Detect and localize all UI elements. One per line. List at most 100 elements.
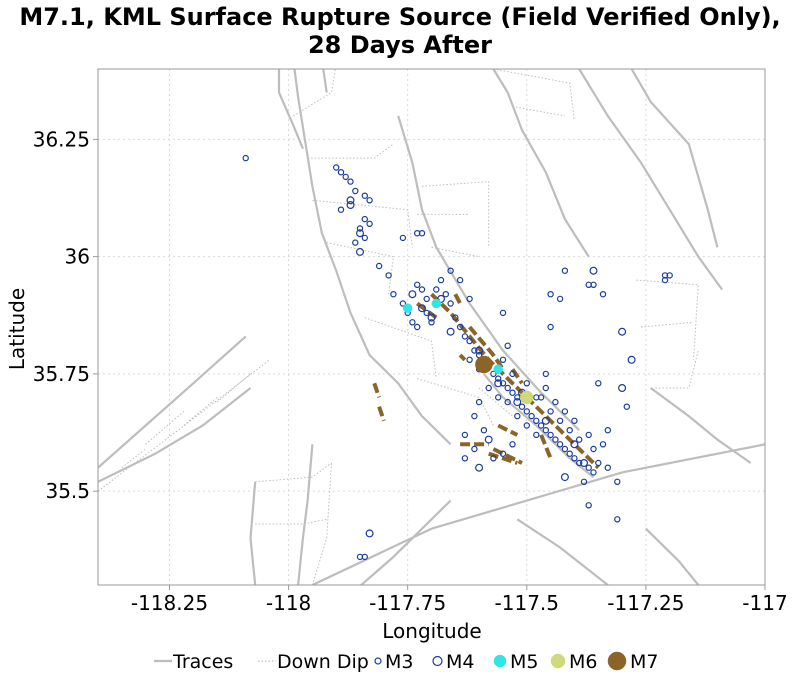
event-m3 — [452, 314, 459, 321]
event-m4 — [618, 384, 627, 393]
event-m3 — [366, 220, 373, 227]
legend-item-m7: M7 — [607, 651, 658, 673]
event-m3 — [590, 469, 597, 476]
down-dip-line — [655, 350, 699, 389]
event-m3 — [566, 427, 573, 434]
event-m3 — [414, 281, 421, 288]
x-tick-label: -117.75 — [369, 591, 446, 615]
event-m3 — [390, 291, 397, 298]
event-m3 — [347, 178, 354, 185]
event-m3 — [552, 398, 559, 406]
legend-label: M5 — [510, 651, 538, 673]
event-m3 — [456, 276, 464, 284]
event-m3 — [571, 417, 578, 424]
event-m3 — [595, 380, 602, 387]
event-m7 — [475, 355, 493, 374]
trace-line — [630, 69, 719, 248]
event-m3 — [571, 455, 578, 462]
down-dip-line — [255, 462, 332, 483]
plot-area — [98, 69, 765, 585]
plot-border — [97, 68, 766, 586]
down-dip-line — [421, 181, 490, 248]
trace-line — [311, 443, 765, 585]
y-tick-label: 36 — [65, 245, 90, 269]
event-m3 — [523, 380, 531, 387]
event-m3 — [337, 206, 345, 213]
event-m3 — [466, 356, 473, 363]
event-m4 — [494, 379, 503, 388]
event-m3 — [490, 370, 497, 378]
event-m3 — [590, 445, 597, 453]
trace-line — [359, 499, 452, 585]
down-dip-line — [255, 518, 327, 525]
event-m3 — [552, 436, 559, 443]
event-m4 — [346, 196, 355, 205]
event-m3 — [595, 459, 602, 467]
event-m3 — [423, 309, 430, 317]
trace-line — [277, 69, 304, 150]
down-dip-line — [636, 279, 699, 360]
down-dip-line — [183, 397, 218, 426]
x-axis-ticks: -118.25 -118 -117.75 -117.5 -117.25 -117 — [131, 585, 788, 615]
event-m5 — [402, 303, 413, 313]
event-m3 — [614, 516, 621, 523]
event-m3 — [514, 412, 521, 420]
x-axis-label: Longitude — [382, 619, 481, 643]
event-m3 — [547, 323, 554, 331]
rupture-segment — [377, 406, 386, 422]
event-m3 — [561, 445, 569, 453]
event-m4 — [513, 398, 522, 407]
event-m3 — [561, 267, 569, 274]
y-axis-label: Latitude — [5, 288, 29, 370]
event-m3 — [475, 398, 483, 406]
legend-item-m3: M3 — [374, 651, 413, 673]
event-m4 — [408, 290, 417, 299]
down-dip-line — [417, 378, 494, 426]
chart-title-line2: 28 Days After — [308, 31, 492, 59]
event-m3 — [461, 431, 469, 439]
legend-label: M6 — [569, 651, 597, 673]
event-m3 — [533, 431, 540, 439]
down-dip-line — [121, 448, 146, 469]
event-m3 — [666, 272, 673, 279]
down-dip-line — [307, 143, 394, 159]
y-tick-label: 35.75 — [33, 362, 90, 386]
rupture-segment — [453, 293, 462, 305]
event-m3 — [499, 450, 507, 457]
legend-label: M3 — [385, 651, 413, 673]
legend-item-down-dip: Down Dip — [258, 651, 369, 673]
event-m3 — [442, 291, 449, 298]
legend-label: Down Dip — [277, 651, 369, 673]
event-m3 — [504, 342, 511, 349]
event-m4 — [356, 247, 365, 256]
trace-line — [516, 518, 609, 585]
event-m3 — [361, 215, 368, 223]
event-m3 — [423, 295, 430, 303]
event-m3 — [495, 394, 502, 401]
event-m3 — [542, 370, 550, 378]
trace-line — [397, 115, 580, 431]
grid — [98, 69, 765, 585]
event-m4 — [579, 459, 588, 468]
event-m3 — [585, 464, 592, 471]
event-m3 — [566, 450, 573, 457]
event-m3 — [361, 553, 368, 561]
legend-label: Traces — [172, 651, 233, 673]
event-m4 — [427, 313, 436, 322]
event-m4 — [541, 416, 550, 425]
x-tick-label: -118.25 — [131, 591, 208, 615]
event-m3 — [428, 319, 435, 326]
event-m3 — [385, 272, 392, 279]
event-m3 — [533, 394, 540, 401]
y-tick-label: 36.25 — [33, 127, 90, 151]
event-m3 — [361, 234, 368, 242]
legend-item-traces: Traces — [154, 651, 233, 673]
down-dip-line — [216, 373, 251, 403]
event-m3 — [599, 441, 607, 448]
legend-label: M4 — [446, 651, 474, 673]
trace-line — [492, 69, 590, 258]
event-m3 — [547, 408, 554, 415]
legend-item-m5: M5 — [493, 651, 538, 673]
down-dip-line — [493, 69, 575, 121]
plot-background — [98, 69, 765, 585]
